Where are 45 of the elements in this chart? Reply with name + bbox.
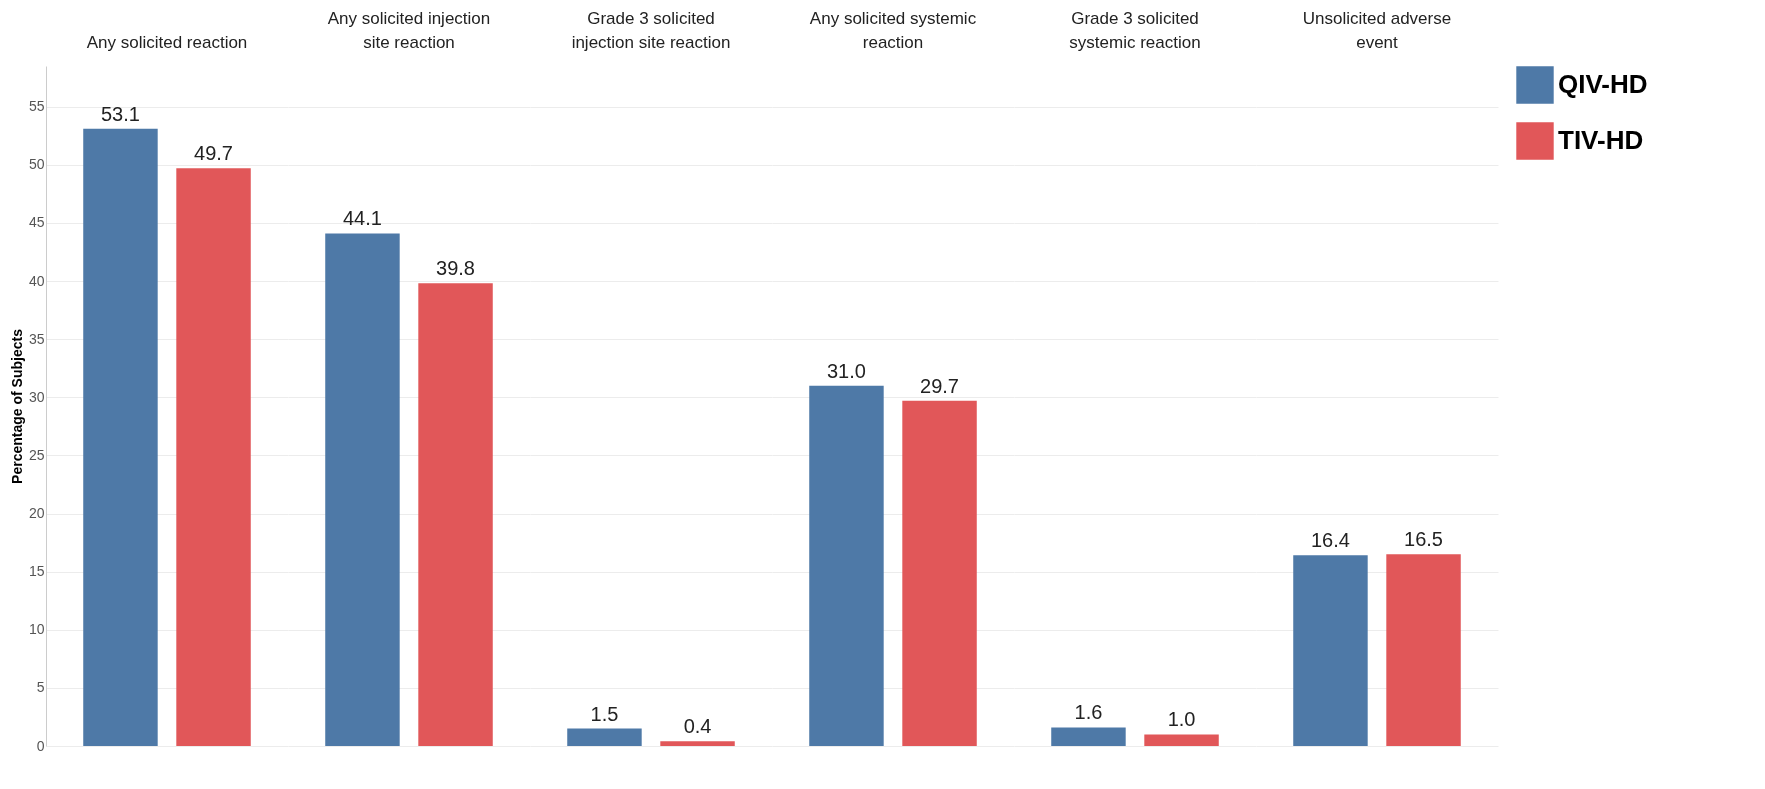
data-label: 49.7 bbox=[194, 142, 234, 165]
data-label: 29.7 bbox=[920, 374, 960, 397]
y-tick-label: 45 bbox=[28, 214, 45, 231]
bar bbox=[83, 128, 158, 746]
y-tick-label: 35 bbox=[28, 330, 45, 347]
y-tick-label: 15 bbox=[28, 563, 45, 580]
bar bbox=[1386, 554, 1461, 746]
y-tick-label: 25 bbox=[28, 446, 45, 463]
x-tick-label: Unsolicited adverse event bbox=[1302, 9, 1452, 52]
data-label: 39.8 bbox=[436, 257, 476, 280]
data-label: 1.5 bbox=[590, 702, 619, 725]
legend-label: QIV-HD bbox=[1558, 69, 1648, 99]
bar bbox=[1144, 734, 1219, 746]
y-tick-label: 55 bbox=[28, 98, 45, 115]
y-tick-label: 40 bbox=[28, 272, 45, 289]
bar bbox=[1293, 555, 1368, 746]
bar bbox=[809, 385, 884, 746]
bar bbox=[567, 728, 642, 746]
bar bbox=[660, 741, 735, 746]
data-label: 16.4 bbox=[1310, 529, 1350, 552]
data-label: 31.0 bbox=[826, 359, 866, 382]
x-tick-label: Any solicited reaction bbox=[86, 33, 248, 52]
y-tick-label: 10 bbox=[28, 621, 45, 638]
data-label: 44.1 bbox=[342, 207, 382, 230]
bar bbox=[176, 168, 251, 746]
data-label: 0.4 bbox=[683, 715, 712, 738]
x-tick-label: Grade 3 solicited systemic reaction bbox=[1069, 9, 1201, 52]
y-axis-title: Percentage of Subjects bbox=[8, 328, 25, 484]
data-label: 1.0 bbox=[1167, 708, 1196, 731]
x-tick-label: Any solicited injection site reaction bbox=[327, 9, 491, 52]
bar bbox=[418, 283, 493, 746]
y-tick-label: 30 bbox=[28, 388, 45, 405]
data-label: 16.5 bbox=[1404, 528, 1444, 551]
y-tick-label: 0 bbox=[36, 737, 45, 754]
data-label: 53.1 bbox=[100, 102, 140, 125]
x-tick-label: Grade 3 solicited injection site reaction bbox=[571, 9, 731, 52]
y-tick-label: 20 bbox=[28, 505, 45, 522]
data-label: 1.6 bbox=[1074, 701, 1103, 724]
legend-label: TIV-HD bbox=[1558, 125, 1644, 155]
bar bbox=[902, 400, 977, 746]
bar bbox=[1051, 727, 1126, 746]
bar bbox=[325, 233, 400, 746]
y-tick-label: 5 bbox=[36, 679, 45, 696]
x-tick-label: Any solicited systemic reaction bbox=[809, 9, 977, 52]
y-tick-label: 50 bbox=[28, 156, 45, 173]
